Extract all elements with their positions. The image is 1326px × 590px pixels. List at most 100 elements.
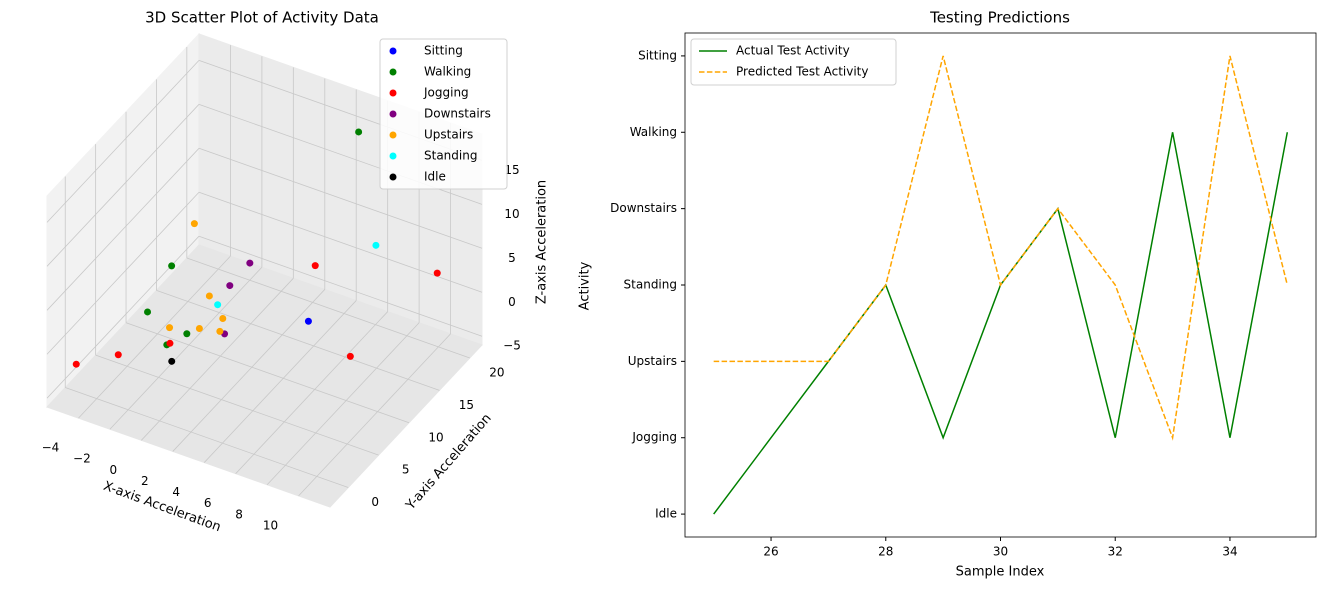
point (205, 292, 213, 300)
z-axis-label: Z-axis Acceleration (535, 180, 550, 304)
y-tick-label: 20 (489, 365, 504, 379)
y-tick-label: Idle (655, 507, 677, 521)
legend-marker (389, 131, 397, 139)
grid-line (198, 147, 483, 249)
point (216, 327, 224, 335)
point (195, 325, 203, 333)
plot-frame (684, 32, 1317, 538)
x-tick-label: 4 (172, 485, 180, 499)
x-tick-label: 30 (993, 545, 1008, 559)
point (246, 259, 254, 267)
z-tick-label: 0 (508, 295, 516, 309)
grid-line (141, 278, 294, 441)
legend-marker (389, 110, 397, 118)
x-axis-label: Sample Index (956, 565, 1045, 580)
legend-label: Actual Test Activity (736, 44, 850, 58)
legend-box (379, 38, 508, 190)
point (311, 262, 319, 270)
line (713, 132, 1289, 515)
grid-line (186, 257, 470, 359)
chart-title: 3D Scatter Plot of Activity Data (145, 9, 379, 27)
x-tick-label: 8 (235, 507, 243, 521)
z-tick-label: 10 (504, 207, 519, 221)
y-axis-label: Activity (578, 261, 593, 310)
x-tick-label: 32 (1108, 545, 1123, 559)
grid-line (198, 235, 483, 337)
z-tick-label: 15 (504, 163, 519, 177)
point (72, 360, 80, 368)
grid-line (235, 311, 388, 474)
point (304, 317, 312, 325)
line (713, 55, 1289, 441)
point (166, 339, 174, 347)
legend-marker (389, 173, 397, 181)
y-tick-label: Standing (624, 278, 677, 292)
grid-line (78, 255, 231, 419)
grid-line (46, 104, 200, 267)
point (183, 330, 191, 338)
legend-label: Downstairs (424, 107, 491, 121)
z-tick-label: −5 (503, 339, 521, 353)
grid-line (298, 333, 451, 497)
point (226, 282, 234, 290)
grid-line (46, 60, 200, 223)
y-tick-label: Downstairs (610, 201, 677, 215)
x-tick-label: 10 (263, 518, 278, 532)
grid-line (172, 289, 326, 452)
point (433, 269, 441, 277)
grid-line (65, 387, 349, 488)
y-tick-label: Sitting (638, 48, 677, 62)
y-tick-label: Jogging (631, 430, 677, 444)
grid-line (156, 289, 440, 391)
grid-line (125, 322, 410, 424)
legend-marker (389, 89, 397, 97)
legend-marker (389, 152, 397, 160)
point (166, 324, 174, 332)
legend-label: Sitting (424, 44, 463, 58)
point (355, 128, 363, 136)
grid-line (266, 322, 420, 486)
legend-marker (389, 68, 397, 76)
legend-label: Walking (424, 65, 471, 79)
y-axis-label: Y-axis Acceleration (403, 411, 495, 514)
legend-label: Jogging (423, 86, 469, 100)
x-tick-label: 26 (763, 545, 778, 559)
y-tick-label: 5 (402, 463, 410, 477)
x-tick-label: −4 (42, 441, 60, 455)
point (372, 241, 380, 249)
x-tick-label: 6 (204, 496, 212, 510)
point (219, 314, 227, 322)
legend-box (690, 38, 897, 86)
point (168, 262, 176, 270)
grid-line (46, 191, 200, 355)
legend-label: Idle (424, 170, 446, 184)
legend-label: Upstairs (424, 128, 473, 142)
legend-marker (389, 47, 397, 55)
y-tick-label: Walking (630, 125, 677, 139)
y-tick-label: 10 (428, 430, 443, 444)
legend-label: Standing (424, 149, 477, 163)
z-tick-label: 5 (508, 251, 516, 265)
grid-line (203, 300, 357, 463)
x-tick-label: −2 (73, 452, 91, 466)
y-tick-label: Upstairs (628, 354, 677, 368)
grid-line (109, 266, 263, 430)
point (346, 352, 354, 360)
x-tick-label: 28 (878, 545, 893, 559)
x-tick-label: 2 (141, 474, 149, 488)
point (144, 308, 152, 316)
chart-title: Testing Predictions (929, 9, 1070, 27)
x-tick-label: 0 (110, 463, 118, 477)
legend-label: Predicted Test Activity (736, 65, 868, 79)
point (114, 351, 122, 359)
y-tick-label: 0 (371, 495, 379, 509)
point (214, 301, 222, 309)
grid-line (95, 354, 379, 456)
grid-line (46, 148, 200, 311)
x-tick-label: 34 (1222, 545, 1237, 559)
y-tick-label: 15 (459, 398, 474, 412)
point (190, 220, 198, 228)
point (168, 357, 176, 365)
